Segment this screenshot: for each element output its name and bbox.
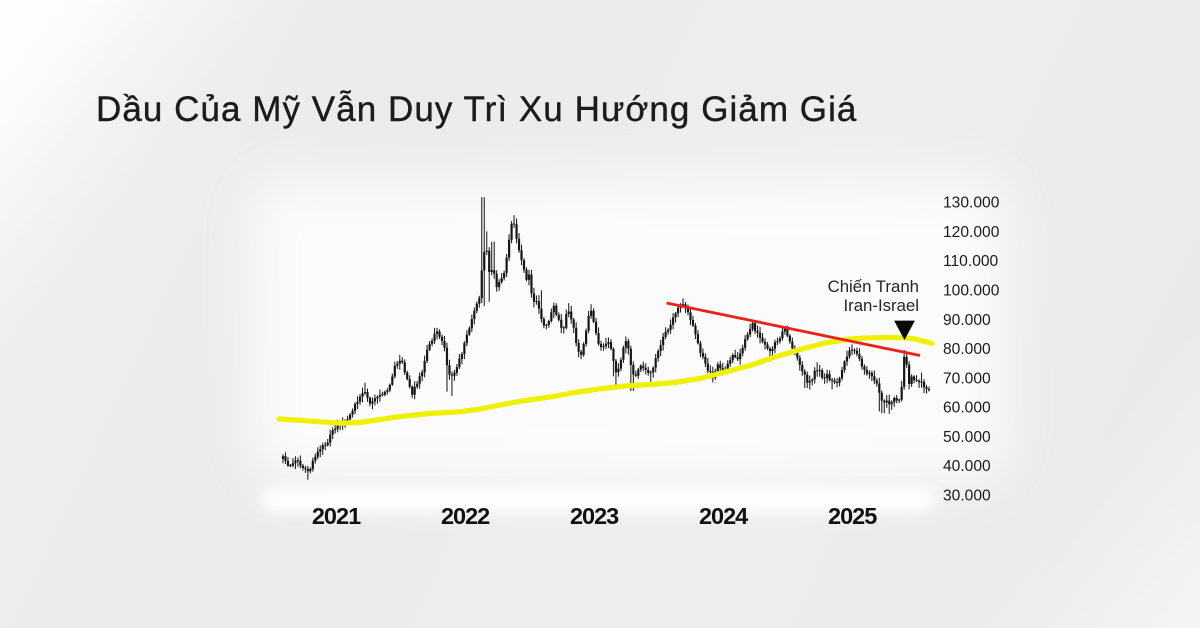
svg-text:2022: 2022 xyxy=(441,503,490,529)
svg-text:120.000: 120.000 xyxy=(943,224,1000,241)
svg-text:70.000: 70.000 xyxy=(943,370,991,387)
svg-text:Iran-Israel: Iran-Israel xyxy=(843,296,919,315)
svg-text:2024: 2024 xyxy=(699,503,748,529)
svg-text:Chiến Tranh: Chiến Tranh xyxy=(828,277,919,296)
svg-text:80.000: 80.000 xyxy=(943,341,991,358)
svg-text:130.000: 130.000 xyxy=(943,195,1000,212)
svg-text:110.000: 110.000 xyxy=(943,253,999,270)
svg-text:40.000: 40.000 xyxy=(943,458,991,475)
svg-text:30.000: 30.000 xyxy=(943,488,991,505)
svg-text:50.000: 50.000 xyxy=(943,429,991,446)
svg-text:2021: 2021 xyxy=(312,503,361,529)
svg-text:60.000: 60.000 xyxy=(943,400,991,417)
svg-text:90.000: 90.000 xyxy=(943,312,991,329)
svg-text:2023: 2023 xyxy=(570,503,619,529)
svg-text:2025: 2025 xyxy=(828,503,877,529)
svg-text:100.000: 100.000 xyxy=(943,283,1000,300)
